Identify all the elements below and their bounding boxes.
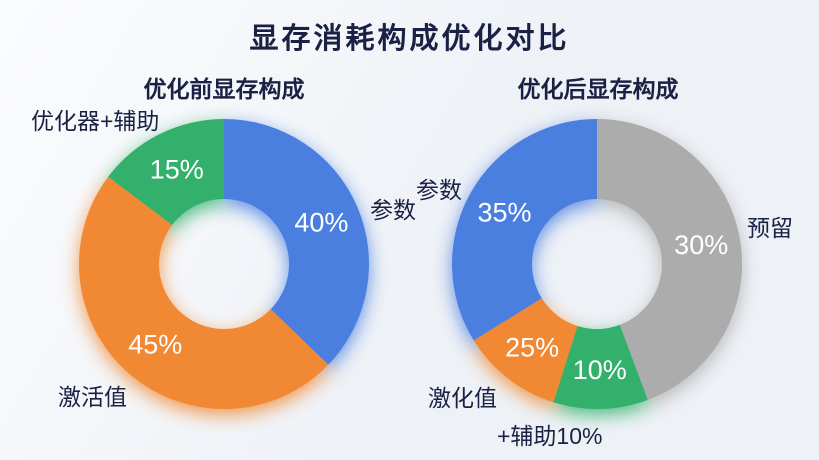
svg-text:30%: 30% <box>674 230 728 260</box>
svg-text:15%: 15% <box>150 154 204 184</box>
svg-text:45%: 45% <box>128 330 182 360</box>
svg-text:10%: 10% <box>573 355 627 385</box>
svg-text:25%: 25% <box>505 333 559 363</box>
svg-text:40%: 40% <box>294 208 348 238</box>
svg-text:35%: 35% <box>477 198 531 228</box>
